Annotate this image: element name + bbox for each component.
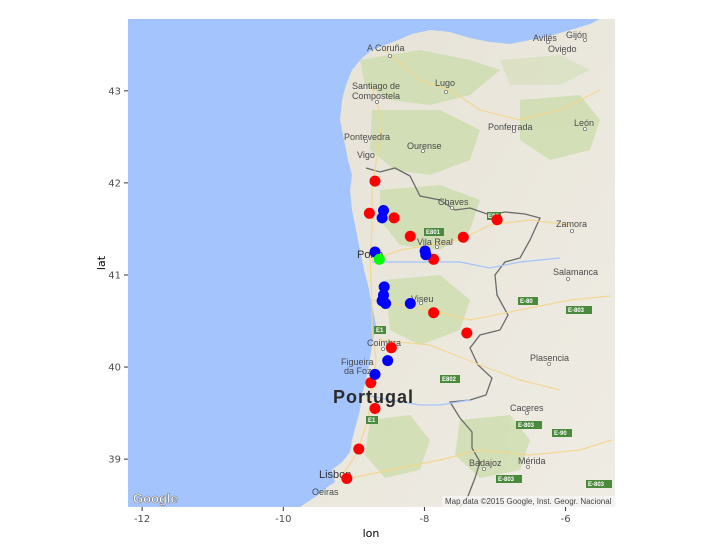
place-label: Vigo — [357, 150, 375, 160]
place-labels: Avilés Gijón Oviedo A Coruña Lugo Santia… — [312, 30, 598, 497]
data-point — [365, 377, 377, 389]
place-label: Figueira — [341, 357, 374, 367]
place-label: Ponferrada — [488, 122, 533, 132]
road-shield-label: E802 — [442, 377, 457, 383]
data-point — [369, 175, 381, 187]
x-tick-label: -6 — [561, 514, 571, 525]
data-points — [341, 175, 503, 484]
place-label: Caceres — [510, 403, 544, 413]
google-logo: Google — [133, 491, 178, 506]
data-point — [376, 212, 388, 224]
road-shield-label: E-803 — [518, 423, 535, 429]
road-shield-label: E-803 — [568, 308, 585, 314]
data-point — [420, 249, 432, 261]
data-point — [404, 230, 416, 242]
road-shield-label: E-803 — [498, 477, 515, 483]
map-attribution: Map data ©2015 Google, Inst. Geogr. Naci… — [445, 497, 612, 506]
data-point — [404, 298, 416, 309]
road-shield-label: E-80 — [520, 299, 533, 305]
data-point — [461, 327, 473, 339]
road-shield-label: E-90 — [554, 431, 567, 437]
data-point — [369, 368, 381, 380]
basemap: E801 E82 E-80 E-803 E1 E802 E1 E-803 E-9… — [128, 19, 615, 507]
country-label: Portugal — [333, 387, 414, 407]
place-label: da Foz — [344, 366, 372, 376]
data-point — [378, 281, 390, 293]
town-dots — [363, 38, 588, 471]
data-point — [388, 212, 400, 224]
place-label: Zamora — [556, 219, 587, 229]
place-label: Coimbra — [367, 338, 401, 348]
place-label: Oeiras — [312, 487, 339, 497]
data-point — [341, 473, 353, 484]
data-point — [491, 214, 503, 226]
place-label: Pontevedra — [344, 132, 390, 142]
x-axis-title: lon — [363, 527, 380, 540]
data-point — [385, 342, 397, 354]
place-label: Gijón — [566, 30, 587, 40]
place-label: Lugo — [435, 78, 455, 88]
y-tick-label: 42 — [108, 178, 121, 189]
place-label: Viseu — [411, 294, 433, 304]
data-point — [373, 253, 385, 265]
rivers — [364, 257, 561, 406]
place-label: Compostela — [352, 91, 400, 101]
place-label: León — [574, 118, 594, 128]
x-tick-label: -8 — [419, 514, 429, 525]
place-label: Santiago de — [352, 81, 400, 91]
place-label: Oviedo — [548, 44, 577, 54]
x-tick-label: -10 — [275, 514, 291, 525]
place-label: Avilés — [533, 33, 557, 43]
y-tick-label: 43 — [108, 86, 121, 97]
place-label: Chaves — [438, 197, 469, 207]
data-point — [363, 207, 375, 219]
place-label: Ourense — [407, 141, 442, 151]
place-label: Salamanca — [553, 267, 598, 277]
road-shield-label: E1 — [368, 418, 376, 424]
road-shield-label: E-803 — [588, 482, 605, 488]
road-shield-label: E1 — [376, 328, 384, 334]
place-label: Vila Real — [417, 237, 453, 247]
data-point — [369, 403, 381, 414]
data-point — [380, 298, 392, 309]
x-tick-label: -12 — [134, 514, 150, 525]
data-point — [457, 231, 469, 243]
place-label: Badajoz — [469, 458, 502, 468]
terrain-patches — [360, 50, 600, 478]
y-tick-label: 39 — [108, 455, 121, 466]
data-point — [353, 443, 365, 455]
x-axis: -12 -10 -8 -6 — [134, 507, 571, 525]
road-shields: E801 E82 E-80 E-803 E1 E802 E1 E-803 E-9… — [366, 212, 612, 488]
place-label: A Coruña — [367, 43, 405, 53]
road-shield-label: E801 — [426, 230, 441, 236]
y-axis-title: lat — [95, 255, 108, 270]
data-point — [428, 307, 440, 319]
y-tick-label: 40 — [108, 363, 121, 374]
country-border — [365, 167, 541, 507]
place-label: Mérida — [518, 456, 546, 466]
data-point — [382, 355, 394, 367]
y-axis: 39 40 41 42 43 — [108, 86, 128, 466]
place-label: Plasencia — [530, 353, 569, 363]
y-tick-label: 41 — [108, 270, 121, 281]
